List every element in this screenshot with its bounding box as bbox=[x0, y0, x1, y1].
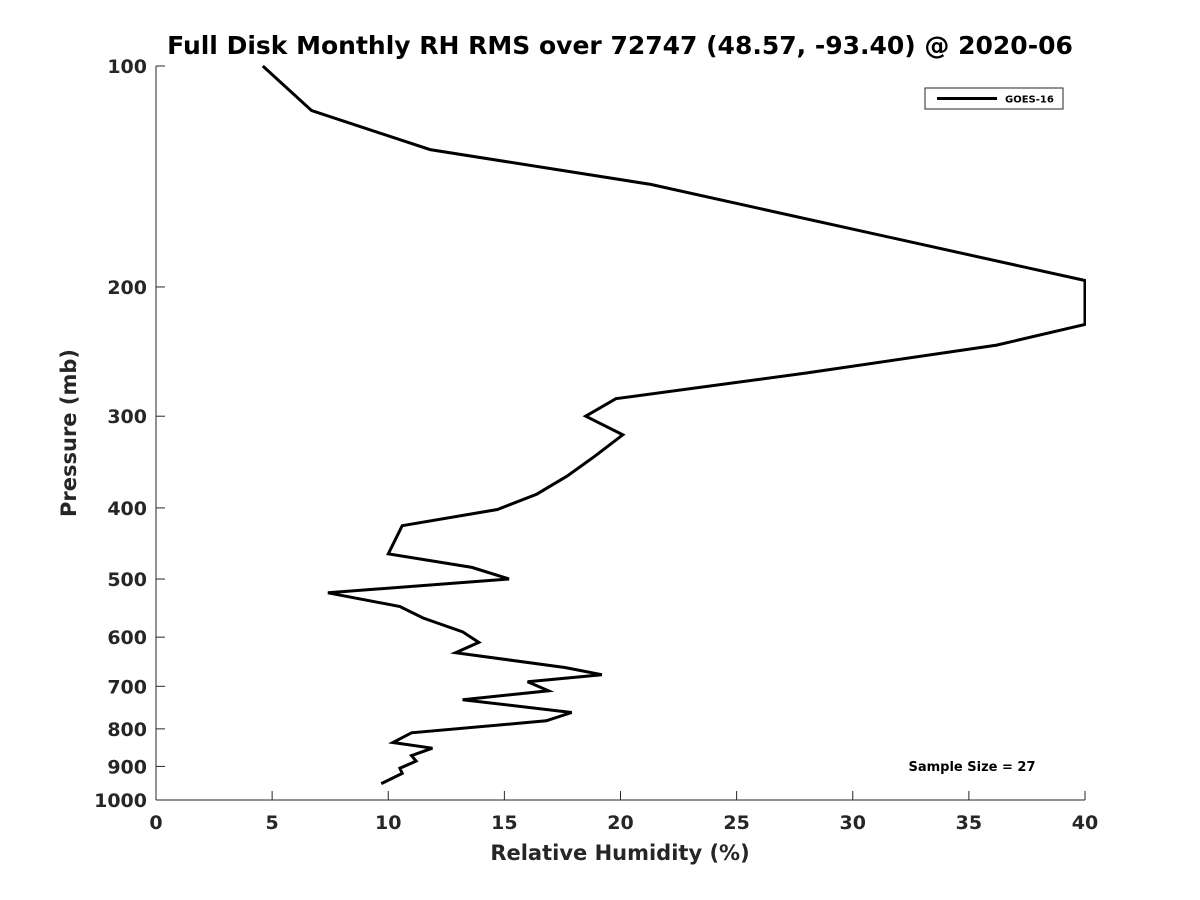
series-layer bbox=[261, 64, 1086, 785]
y-tick-label: 600 bbox=[107, 627, 147, 649]
chart-title: Full Disk Monthly RH RMS over 72747 (48.… bbox=[167, 31, 1073, 60]
legend-label: GOES-16 bbox=[1005, 95, 1054, 106]
y-tick-label: 700 bbox=[107, 676, 147, 698]
x-tick-label: 30 bbox=[840, 812, 866, 834]
x-tick-label: 0 bbox=[149, 812, 162, 834]
x-tick-label: 20 bbox=[607, 812, 633, 834]
y-axis: 100 200 300 400 500 600 700 800 900 1000 bbox=[94, 56, 165, 812]
x-axis-label: Relative Humidity (%) bbox=[490, 841, 749, 865]
y-tick-label: 300 bbox=[107, 406, 147, 428]
x-tick-label: 40 bbox=[1072, 812, 1098, 834]
x-tick-label: 25 bbox=[723, 812, 749, 834]
y-tick-label: 900 bbox=[107, 756, 147, 778]
legend: GOES-16 bbox=[924, 87, 1064, 110]
y-tick-label: 500 bbox=[107, 569, 147, 591]
y-tick-label: 400 bbox=[107, 498, 147, 520]
x-tick-label: 35 bbox=[956, 812, 982, 834]
x-axis: 0 5 10 15 20 25 30 35 40 bbox=[149, 791, 1098, 834]
y-tick-label: 800 bbox=[107, 719, 147, 741]
series-line-goes-16 bbox=[261, 64, 1086, 785]
y-tick-label: 1000 bbox=[94, 790, 147, 812]
sample-size-annotation: Sample Size = 27 bbox=[908, 760, 1035, 775]
y-tick-label: 200 bbox=[107, 277, 147, 299]
x-tick-label: 15 bbox=[491, 812, 517, 834]
y-tick-label: 100 bbox=[107, 56, 147, 78]
x-tick-label: 5 bbox=[266, 812, 279, 834]
y-axis-label: Pressure (mb) bbox=[57, 349, 81, 517]
x-tick-label: 10 bbox=[375, 812, 401, 834]
